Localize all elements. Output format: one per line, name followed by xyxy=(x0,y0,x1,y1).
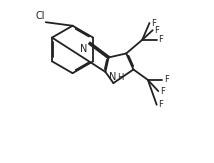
Text: F: F xyxy=(164,75,169,84)
Text: N: N xyxy=(80,44,88,54)
Text: H: H xyxy=(117,73,123,82)
Text: N: N xyxy=(109,72,116,82)
Text: Cl: Cl xyxy=(35,11,45,21)
Text: F: F xyxy=(155,26,159,35)
Text: F: F xyxy=(158,100,163,109)
Text: F: F xyxy=(160,87,165,96)
Text: F: F xyxy=(151,19,156,28)
Text: F: F xyxy=(158,35,163,44)
